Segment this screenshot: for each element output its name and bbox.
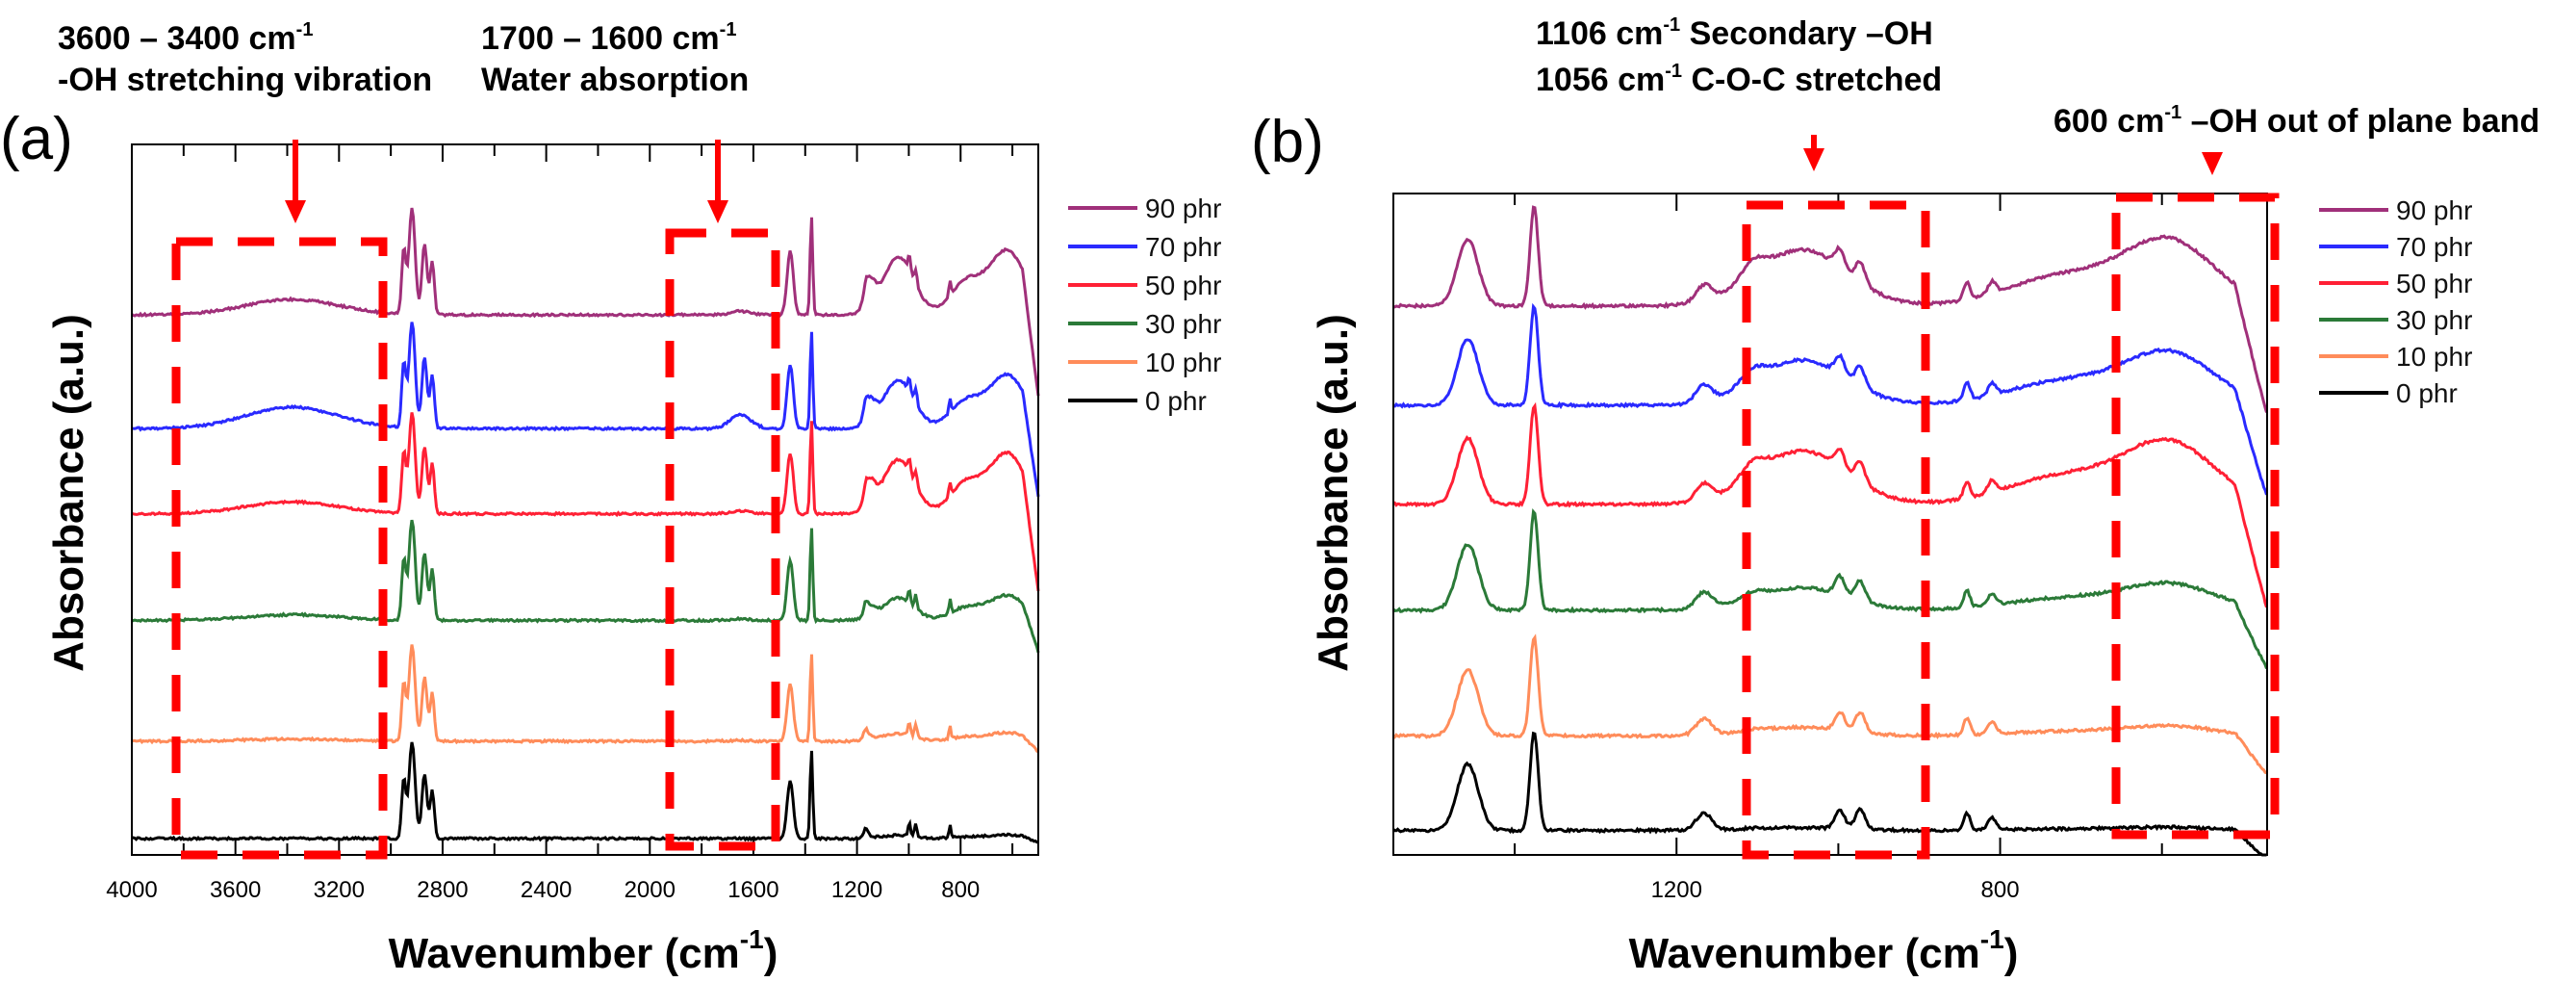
legend-label: 70 phr [2396,232,2472,262]
x-axis-label-a: Wavenumber (cm-1) [389,924,778,977]
series-line-30-phr [1391,507,2268,670]
panel-label-a: (a) [0,106,73,172]
arrow-down-icon [285,200,306,223]
legend-label: 0 phr [1145,386,1207,416]
x-tick-label: 2000 [625,877,676,903]
legend-label: 10 phr [2396,342,2472,372]
series-line-50-phr [131,412,1040,592]
plot-frame [131,143,1039,856]
x-tick-label: 800 [1981,877,2020,903]
annotation-water-range: 1700 – 1600 cm-1 [481,19,736,57]
annotation-oh-desc: -OH stretching vibration [58,62,432,98]
x-tick-label: 3200 [314,877,365,903]
x-tick-label: 3600 [210,877,261,903]
legend-label: 0 phr [2396,378,2458,408]
series-line-10-phr [1391,633,2267,775]
y-axis-label-a: Absorbance (a.u.) [45,314,92,672]
annotation-secondary-oh: 1106 cm-1 Secondary –OH [1536,14,1933,52]
x-tick-label: 2400 [521,877,572,903]
series-line-0-phr [131,741,1039,844]
x-tick-label: 1200 [1651,877,1702,903]
legend-label: 90 phr [2396,195,2472,225]
annotation-water-desc: Water absorption [481,62,749,98]
x-tick-label: 1600 [727,877,778,903]
arrow-down-icon [2202,152,2223,175]
series-line-30-phr [131,519,1040,654]
legend-label: 90 phr [1145,194,1221,223]
annotation-coc: 1056 cm-1 C-O-C stretched [1536,61,1942,98]
series-line-90-phr [1392,205,2268,413]
annotation-oh-range: 3600 – 3400 cm-1 [58,19,313,57]
legend-label: 50 phr [2396,269,2472,298]
arrow-down-icon [707,200,728,223]
highlight-region-box [2111,193,2280,840]
x-tick-label: 800 [941,877,980,903]
series-line-90-phr [131,207,1040,397]
series-line-70-phr [1392,302,2268,496]
plot-frame [1392,193,2268,856]
legend-label: 30 phr [1145,309,1221,339]
plot-area-a: 4000 3600 3200 2800 2400 2000 1600 1200 800 90 ph… [106,140,1221,903]
series-line-50-phr [1392,401,2268,608]
series-line-10-phr [131,644,1039,754]
x-tick-label: 2800 [417,877,468,903]
legend-label: 30 phr [2396,305,2472,335]
highlight-region-box [665,228,780,851]
series-line-0-phr [1392,731,2267,857]
x-axis-label-b: Wavenumber (cm-1) [1629,924,2019,977]
series-line-70-phr [131,322,1040,498]
legend-label: 50 phr [1145,271,1221,300]
panel-label-b: (b) [1251,109,1324,175]
highlight-region-box [1742,200,1930,860]
legend-label: 10 phr [1145,348,1221,377]
annotation-oh-out-of-plane: 600 cm-1 –OH out of plane band [2053,102,2539,140]
plot-area-b: 1200 800 90 phr 70 phr 50 phr 30 phr 10 phr 0 p… [1391,135,2472,903]
y-axis-label-b: Absorbance (a.u.) [1310,314,1357,672]
arrow-down-icon [1803,148,1824,171]
legend-label: 70 phr [1145,232,1221,262]
highlight-region-box [171,237,388,860]
x-tick-label: 4000 [106,877,157,903]
x-tick-label: 1200 [831,877,882,903]
